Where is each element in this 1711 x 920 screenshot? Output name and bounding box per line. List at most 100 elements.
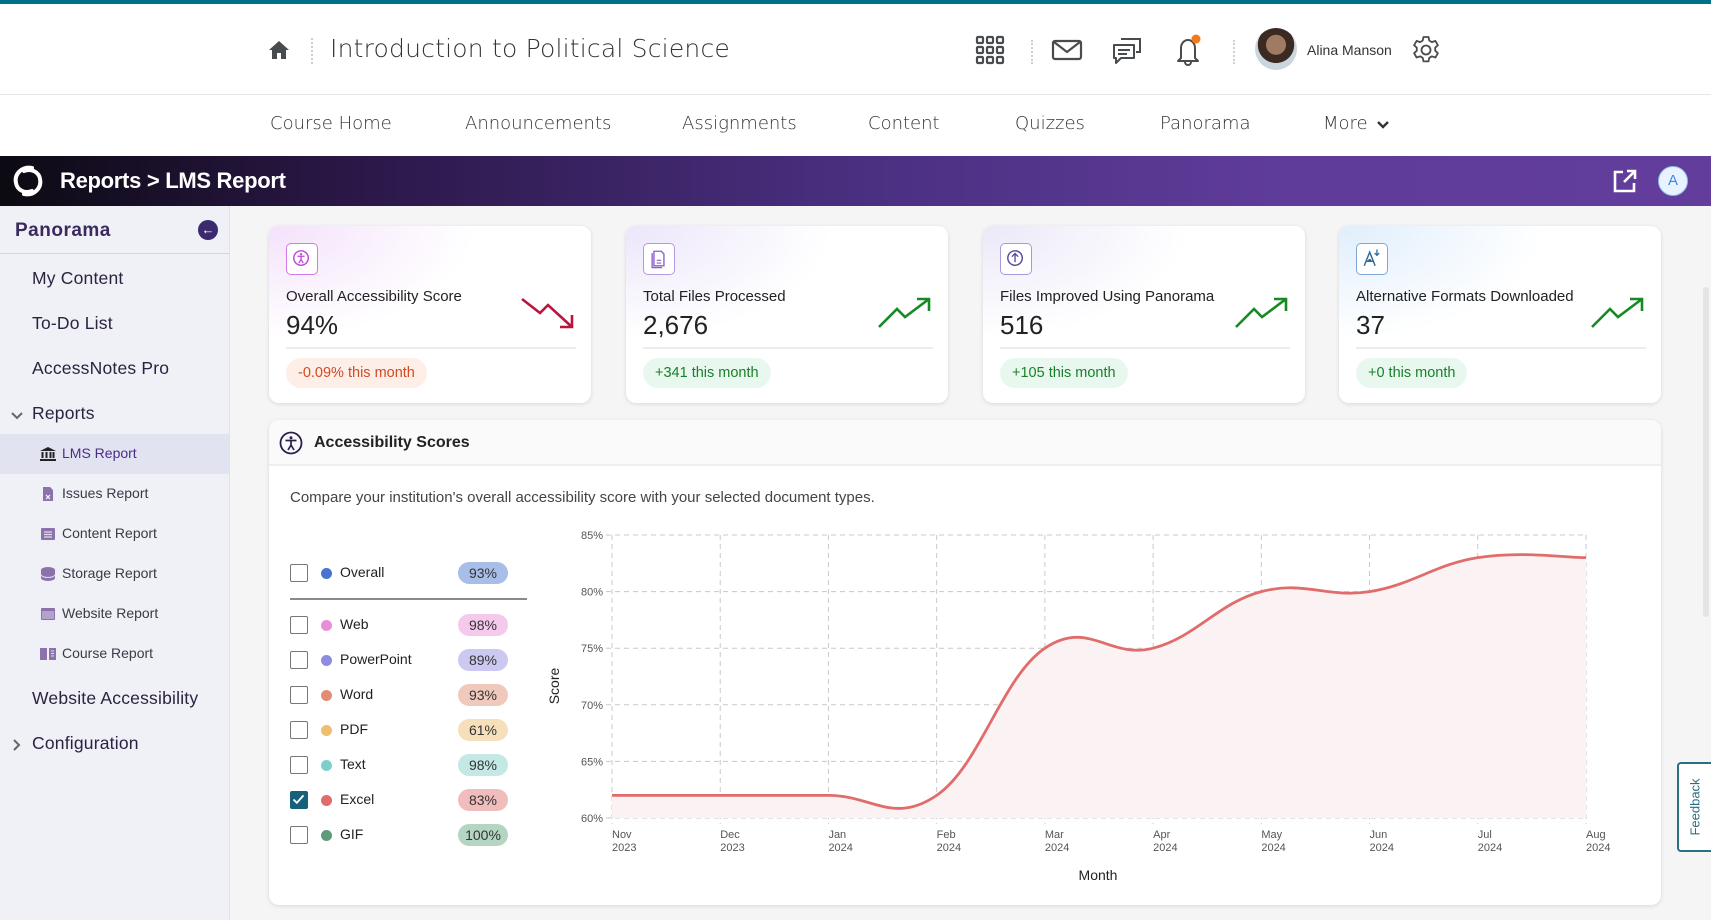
series-checkbox[interactable] <box>290 826 308 844</box>
y-axis: 60% 65% 70% 75% 80% 85% <box>581 530 603 825</box>
x-tick-label: Dec 2023 <box>720 829 744 854</box>
series-score-badge: 61% <box>458 719 508 741</box>
course-navbar: Course Home Announcements Assignments Co… <box>0 94 1711 156</box>
nav-panorama[interactable]: Panorama <box>1160 113 1251 134</box>
series-score-badge: 83% <box>458 789 508 811</box>
sidebar-item-content-report[interactable]: Content Report <box>0 514 229 554</box>
panel-title: Accessibility Scores <box>314 434 470 451</box>
settings-gear-icon[interactable] <box>1410 34 1442 66</box>
panorama-logo-icon <box>13 165 43 197</box>
breadcrumb-title: Reports > LMS Report <box>60 168 286 193</box>
x-tick-label: Jun 2024 <box>1370 829 1394 854</box>
series-color-dot <box>321 725 332 736</box>
legend-item-overall[interactable]: Overall 93% <box>290 560 510 586</box>
user-name[interactable]: Alina Manson <box>1307 42 1392 58</box>
series-score-badge: 93% <box>458 562 508 584</box>
sidebar-item-label: Content Report <box>62 525 157 541</box>
stat-card-alt-formats: Alternative Formats Downloaded 37 +0 thi… <box>1339 226 1661 403</box>
files-icon <box>643 243 675 275</box>
panel-header: Accessibility Scores <box>269 420 1661 466</box>
sidebar-item-reports[interactable]: Reports <box>32 403 95 423</box>
sidebar-item-lms-report[interactable]: LMS Report <box>0 434 229 474</box>
series-checkbox[interactable] <box>290 616 308 634</box>
series-name: Overall <box>340 564 385 580</box>
series-checkbox[interactable] <box>290 651 308 669</box>
page-scrollbar[interactable] <box>1703 287 1709 617</box>
x-tick-label: Aug 2024 <box>1586 829 1610 854</box>
accessibility-icon <box>279 431 303 455</box>
divider <box>1356 347 1646 349</box>
divider <box>290 598 527 600</box>
divider <box>311 38 313 64</box>
nav-assignments[interactable]: Assignments <box>682 113 797 134</box>
sidebar-item-course-report[interactable]: Course Report <box>0 634 229 674</box>
legend-item-powerpoint[interactable]: PowerPoint 89% <box>290 647 510 673</box>
legend-item-gif[interactable]: GIF 100% <box>290 822 510 848</box>
nav-quizzes[interactable]: Quizzes <box>1015 113 1085 134</box>
collapse-sidebar-button[interactable]: ← <box>198 220 218 240</box>
change-badge: +341 this month <box>643 358 771 388</box>
accessibility-scores-panel: Accessibility Scores Compare your instit… <box>269 420 1661 905</box>
sidebar-item-accessnotes-pro[interactable]: AccessNotes Pro <box>32 358 170 378</box>
chevron-right-icon[interactable] <box>10 738 24 752</box>
app-grid-icon[interactable] <box>974 34 1006 66</box>
sidebar-item-todo-list[interactable]: To-Do List <box>32 313 113 333</box>
sidebar-title: Panorama <box>15 220 111 241</box>
nav-announcements[interactable]: Announcements <box>465 113 612 134</box>
browser-icon <box>41 608 55 620</box>
series-name: Text <box>340 756 366 772</box>
series-checkbox[interactable] <box>290 721 308 739</box>
sidebar-item-my-content[interactable]: My Content <box>32 268 124 288</box>
series-checkbox[interactable] <box>290 756 308 774</box>
chevron-down-icon[interactable] <box>10 409 24 423</box>
home-icon[interactable] <box>268 40 290 60</box>
sidebar-item-website-report[interactable]: Website Report <box>0 594 229 634</box>
legend-item-excel[interactable]: Excel 83% <box>290 787 510 813</box>
legend-item-text[interactable]: Text 98% <box>290 752 510 778</box>
sidebar-item-label: LMS Report <box>62 445 137 461</box>
user-avatar[interactable] <box>1255 28 1297 70</box>
alt-format-icon <box>1356 243 1388 275</box>
series-name: Web <box>340 616 369 632</box>
course-title[interactable]: Introduction to Political Science <box>330 34 730 63</box>
open-external-icon[interactable] <box>1612 168 1638 194</box>
legend-item-pdf[interactable]: PDF 61% <box>290 717 510 743</box>
sidebar-item-issues-report[interactable]: Issues Report <box>0 474 229 514</box>
y-tick-label: 70% <box>581 700 603 712</box>
feedback-button[interactable]: Feedback <box>1677 762 1711 852</box>
series-name: Excel <box>340 791 375 807</box>
chat-icon[interactable] <box>1111 34 1143 66</box>
divider <box>643 347 933 349</box>
trend-up-icon <box>878 297 931 328</box>
mail-icon[interactable] <box>1051 34 1083 66</box>
card-value: 37 <box>1356 310 1385 340</box>
x-tick-label: Feb 2024 <box>937 829 961 854</box>
divider <box>286 347 576 349</box>
x-tick-label: Nov 2023 <box>612 829 636 854</box>
y-tick-label: 75% <box>581 643 603 655</box>
legend-item-web[interactable]: Web 98% <box>290 612 510 638</box>
nav-more[interactable]: More <box>1323 113 1390 134</box>
report-banner: Reports > LMS Report A <box>0 156 1711 206</box>
banner-user-avatar[interactable]: A <box>1658 166 1688 196</box>
stat-card-files-processed: Total Files Processed 2,676 +341 this mo… <box>626 226 948 403</box>
series-color-dot <box>321 655 332 666</box>
nav-course-home[interactable]: Course Home <box>270 113 392 134</box>
series-checkbox[interactable] <box>290 686 308 704</box>
sidebar-item-configuration[interactable]: Configuration <box>32 733 139 753</box>
sidebar-item-website-accessibility[interactable]: Website Accessibility <box>32 688 199 708</box>
sidebar-item-storage-report[interactable]: Storage Report <box>0 554 229 594</box>
legend-item-word[interactable]: Word 93% <box>290 682 510 708</box>
series-score-badge: 98% <box>458 614 508 636</box>
series-checkbox[interactable] <box>290 564 308 582</box>
x-tick-label: Jul 2024 <box>1478 829 1502 854</box>
y-tick-label: 85% <box>581 530 603 542</box>
series-score-badge: 98% <box>458 754 508 776</box>
series-checkbox[interactable] <box>290 791 308 809</box>
series-name: Word <box>340 686 374 702</box>
change-badge: -0.09% this month <box>286 358 427 388</box>
nav-content[interactable]: Content <box>868 113 940 134</box>
series-color-dot <box>321 690 332 701</box>
notification-bell-icon[interactable] <box>1172 34 1204 66</box>
trend-down-icon <box>521 297 574 329</box>
